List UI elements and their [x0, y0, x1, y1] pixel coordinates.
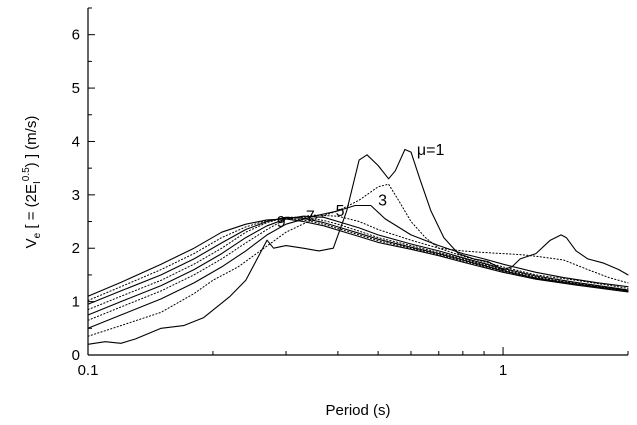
y-tick-label: 5: [72, 80, 80, 97]
x-axis-title: Period (s): [325, 402, 390, 419]
series-line-8: [87, 217, 629, 301]
y-axis-title-part1-sup: 0.5: [21, 167, 32, 181]
y-tick-label: 3: [72, 187, 80, 204]
series-line-4: [87, 214, 629, 321]
series-line-7: [87, 216, 629, 305]
series-line-5: [87, 215, 629, 316]
curve-annotation: μ=1: [417, 142, 445, 159]
series-line-3: [87, 204, 629, 329]
y-axis-title-prefix: V: [23, 238, 40, 248]
curve-annotation: 7: [306, 209, 315, 226]
y-axis-title-part1-sub: I: [32, 181, 43, 184]
tick-marks: [87, 7, 629, 356]
series-line-9: [87, 218, 629, 297]
y-axis-title-part1: [ = (2E: [23, 184, 40, 233]
y-axis-title-part2: ) ] (m/s): [23, 116, 40, 168]
y-axis-title-prefix-sub: e: [32, 232, 43, 238]
series-line-1: [87, 148, 629, 345]
y-axis-title: Ve [ = (2EI0.5) ] (m/s): [21, 116, 43, 249]
curve-annotations: μ=1 3 5 7 9: [277, 142, 445, 231]
y-tick-label: 6: [72, 27, 80, 44]
plot-area: [87, 148, 629, 345]
curve-annotation: 9: [277, 214, 286, 231]
y-tick-label: 4: [72, 133, 80, 150]
tick-labels: 0 1 2 3 4 5 6 0.1 1: [72, 27, 508, 379]
y-tick-label: 0: [72, 347, 80, 364]
curve-annotation: 3: [378, 193, 387, 210]
curve-annotation: 5: [336, 203, 345, 220]
axes-frame: [87, 8, 628, 356]
series-line-6: [87, 216, 629, 311]
x-tick-label: 0.1: [78, 362, 99, 379]
x-tick-label: 1: [499, 362, 507, 379]
y-tick-label: 2: [72, 240, 80, 257]
series-line-2: [87, 183, 629, 337]
y-tick-label: 1: [72, 294, 80, 311]
